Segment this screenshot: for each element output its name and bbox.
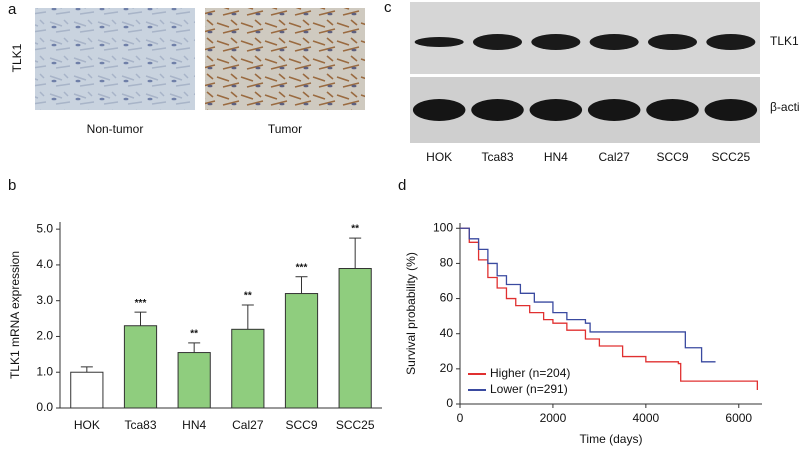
x-tick-label: HOK [74,418,100,432]
x-tick-label: SCC25 [336,418,375,432]
y-tick-label: 100 [433,220,453,234]
lane-label: Cal27 [598,150,630,164]
blot-band [414,37,464,47]
x-tick-label: SCC9 [285,418,317,432]
x-tick-label: Cal27 [232,418,264,432]
y-tick-label: 20 [440,361,454,375]
y-axis-label: Survival probability (%) [404,252,418,375]
y-axis-label: TLK1 mRNA expression [8,251,22,379]
lane-label: SCC9 [656,150,688,164]
blot-band [706,34,756,50]
bar [284,293,319,409]
caption: Tumor [268,122,302,136]
blot-band [704,99,758,121]
significance: ** [190,329,198,340]
blot-band [646,99,699,121]
y-tick-label: 3.0 [36,293,53,307]
y-tick-label: 40 [440,326,454,340]
y-tick-label: 0 [446,396,453,410]
x-tick-label: 6000 [725,411,752,425]
significance: ** [351,224,359,235]
y-tick-label: 60 [440,291,454,305]
blot-band [531,34,581,50]
legend-label: Higher (n=204) [490,366,570,380]
x-tick-label: 0 [457,411,464,425]
y-tick-label: 80 [440,256,454,270]
y-tick-label: 1.0 [36,364,53,378]
panel-label: d [398,177,406,194]
x-tick-label: 2000 [540,411,567,425]
blot-band [471,99,524,121]
lane-label: SCC25 [711,150,750,164]
bar [177,352,211,409]
bar [123,325,158,409]
blot [410,77,760,143]
blot [410,2,760,74]
blot-band [589,34,639,50]
panel-label: c [384,0,392,16]
micrograph [35,8,195,110]
blot-band [587,99,641,121]
significance: ** [244,291,252,302]
y-tick-label: 5.0 [36,221,53,235]
panel-label: a [8,1,17,18]
caption: Non-tumor [87,122,144,136]
blot-band [529,99,583,121]
x-tick-label: 4000 [632,411,659,425]
bar [231,328,265,409]
x-axis-label: Time (days) [580,432,643,446]
blot-label: TLK1 [770,34,799,48]
micrograph [205,8,365,110]
survival-curve [460,227,759,390]
bar [70,371,104,409]
blot-band [473,34,522,50]
blot-label: β-actin [770,100,800,114]
row-label: TLK1 [10,43,24,72]
y-tick-label: 0.0 [36,400,53,414]
y-tick-label: 2.0 [36,329,53,343]
lane-label: Tca83 [481,150,513,164]
blot-band [412,99,466,121]
lane-label: HOK [426,150,452,164]
panel-label: b [8,177,16,194]
legend-label: Lower (n=291) [490,382,568,396]
x-tick-label: HN4 [182,418,206,432]
lane-label: HN4 [544,150,568,164]
significance: *** [296,262,308,273]
blot-band [648,34,697,50]
survival-curve [460,227,716,363]
x-tick-label: Tca83 [124,418,156,432]
y-tick-label: 4.0 [36,257,53,271]
significance: *** [135,298,147,309]
bar [338,268,372,409]
